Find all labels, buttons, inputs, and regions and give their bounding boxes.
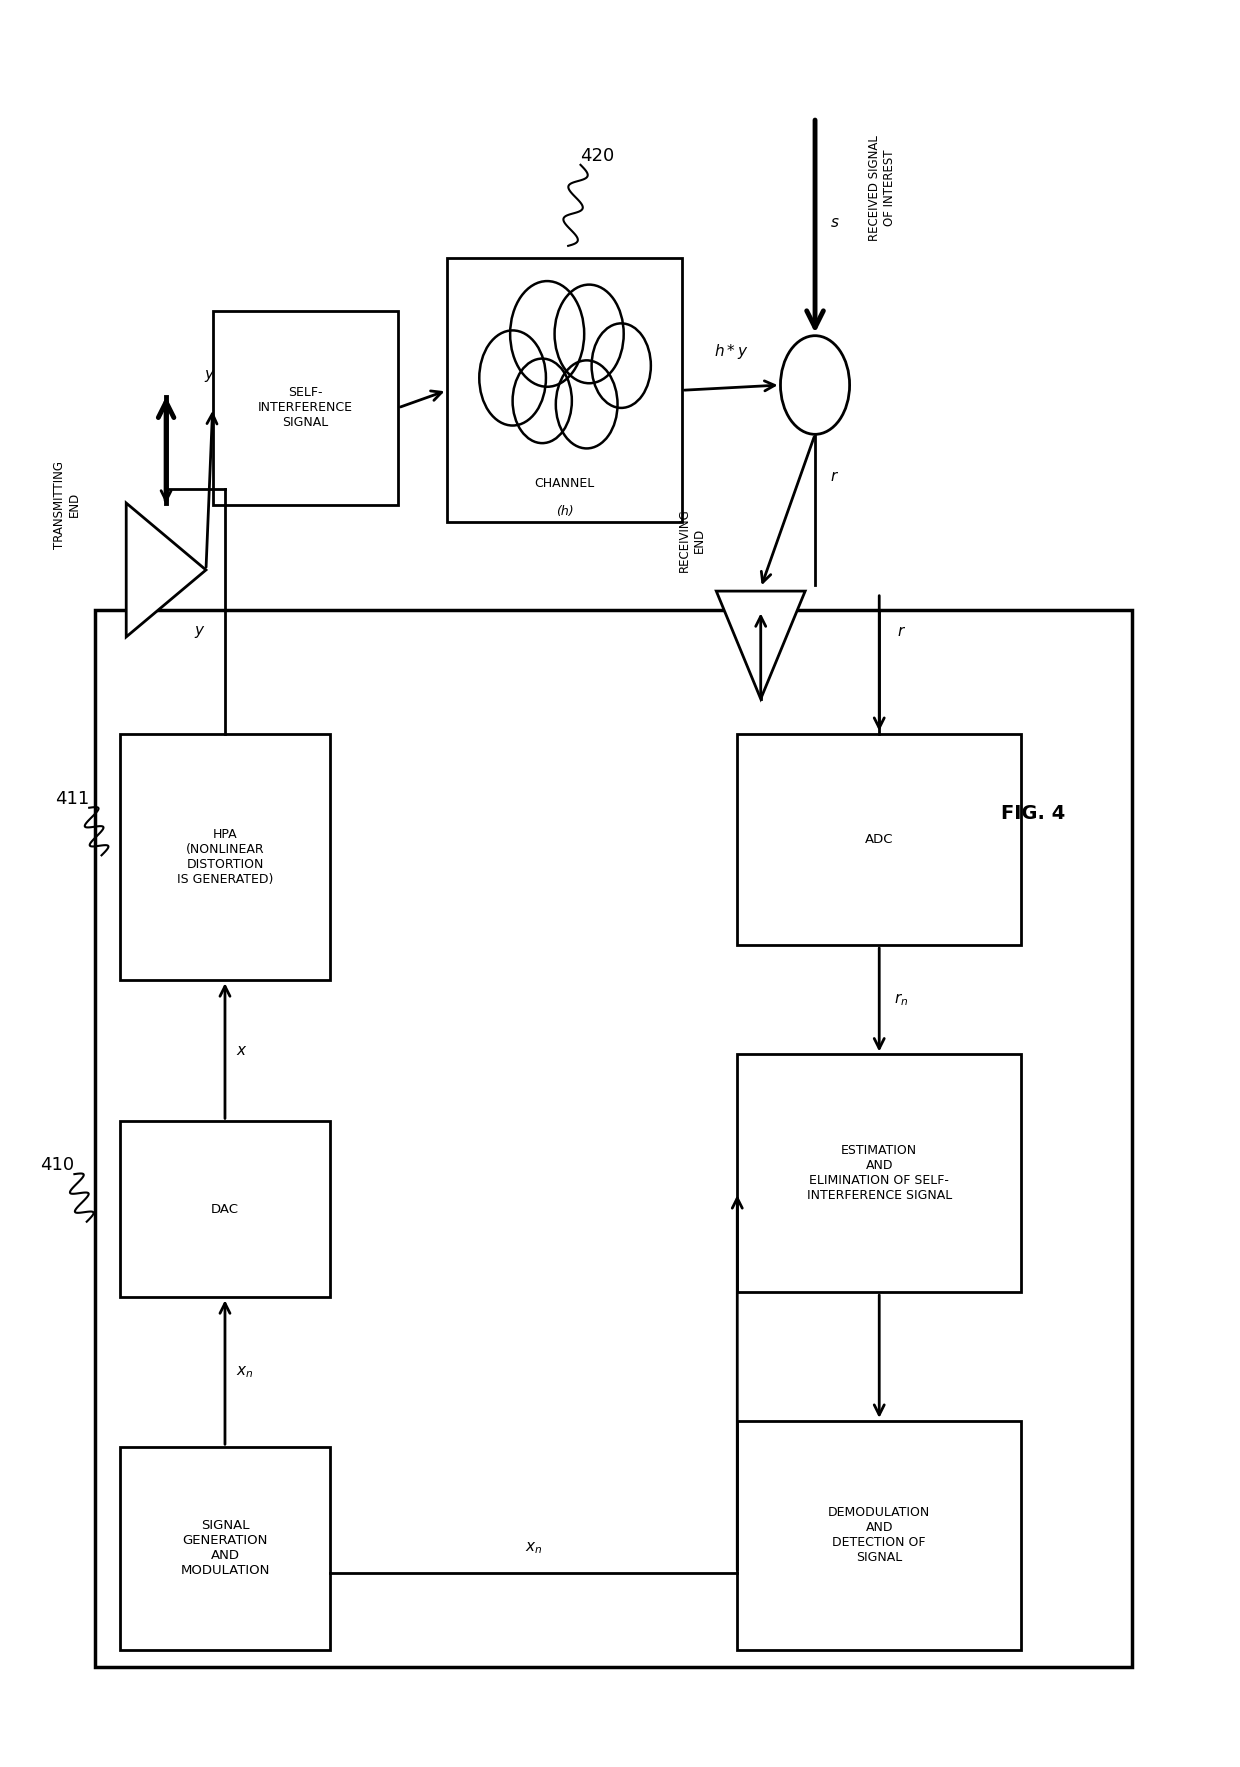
Text: HPA
(NONLINEAR
DISTORTION
IS GENERATED): HPA (NONLINEAR DISTORTION IS GENERATED) bbox=[177, 829, 273, 885]
Bar bbox=[120, 1122, 330, 1297]
Text: $y$: $y$ bbox=[203, 368, 215, 383]
Text: TRANSMITTING
END: TRANSMITTING END bbox=[53, 461, 81, 550]
Text: $x_n$: $x_n$ bbox=[525, 1541, 542, 1557]
Text: $r_n$: $r_n$ bbox=[894, 991, 909, 1009]
Text: $s$: $s$ bbox=[830, 216, 839, 230]
Circle shape bbox=[591, 323, 651, 408]
Text: DAC: DAC bbox=[211, 1203, 239, 1216]
Text: $y$: $y$ bbox=[195, 624, 206, 640]
Text: CHANNEL: CHANNEL bbox=[534, 477, 594, 489]
Circle shape bbox=[780, 336, 849, 435]
Bar bbox=[120, 1447, 330, 1650]
Text: RECEIVED SIGNAL
OF INTEREST: RECEIVED SIGNAL OF INTEREST bbox=[868, 134, 895, 240]
Circle shape bbox=[510, 281, 584, 387]
Text: $r$: $r$ bbox=[831, 468, 839, 484]
Bar bbox=[120, 733, 330, 981]
Circle shape bbox=[480, 330, 546, 426]
Text: (h): (h) bbox=[556, 505, 573, 518]
Text: $x_n$: $x_n$ bbox=[236, 1364, 253, 1380]
Text: SIGNAL
GENERATION
AND
MODULATION: SIGNAL GENERATION AND MODULATION bbox=[180, 1520, 269, 1578]
Text: 411: 411 bbox=[55, 790, 89, 808]
Text: RECEIVING
END: RECEIVING END bbox=[677, 509, 706, 573]
Text: 420: 420 bbox=[580, 147, 615, 164]
Bar bbox=[738, 733, 1022, 945]
Bar bbox=[212, 311, 398, 505]
Text: $r$: $r$ bbox=[897, 624, 906, 640]
Polygon shape bbox=[717, 592, 805, 700]
Circle shape bbox=[554, 284, 624, 383]
Bar bbox=[448, 258, 682, 523]
Circle shape bbox=[512, 359, 572, 444]
Text: ADC: ADC bbox=[866, 832, 894, 846]
Bar bbox=[738, 1421, 1022, 1650]
Circle shape bbox=[556, 360, 618, 449]
Text: 410: 410 bbox=[40, 1156, 74, 1175]
Text: $x$: $x$ bbox=[237, 1043, 248, 1058]
Text: FIG. 4: FIG. 4 bbox=[1002, 804, 1065, 823]
Bar bbox=[738, 1055, 1022, 1292]
Text: DEMODULATION
AND
DETECTION OF
SIGNAL: DEMODULATION AND DETECTION OF SIGNAL bbox=[828, 1505, 930, 1564]
Text: $h*y$: $h*y$ bbox=[714, 343, 748, 360]
Text: ESTIMATION
AND
ELIMINATION OF SELF-
INTERFERENCE SIGNAL: ESTIMATION AND ELIMINATION OF SELF- INTE… bbox=[806, 1145, 952, 1202]
Bar bbox=[95, 610, 1132, 1668]
Polygon shape bbox=[126, 504, 206, 636]
Text: SELF-
INTERFERENCE
SIGNAL: SELF- INTERFERENCE SIGNAL bbox=[258, 387, 352, 429]
